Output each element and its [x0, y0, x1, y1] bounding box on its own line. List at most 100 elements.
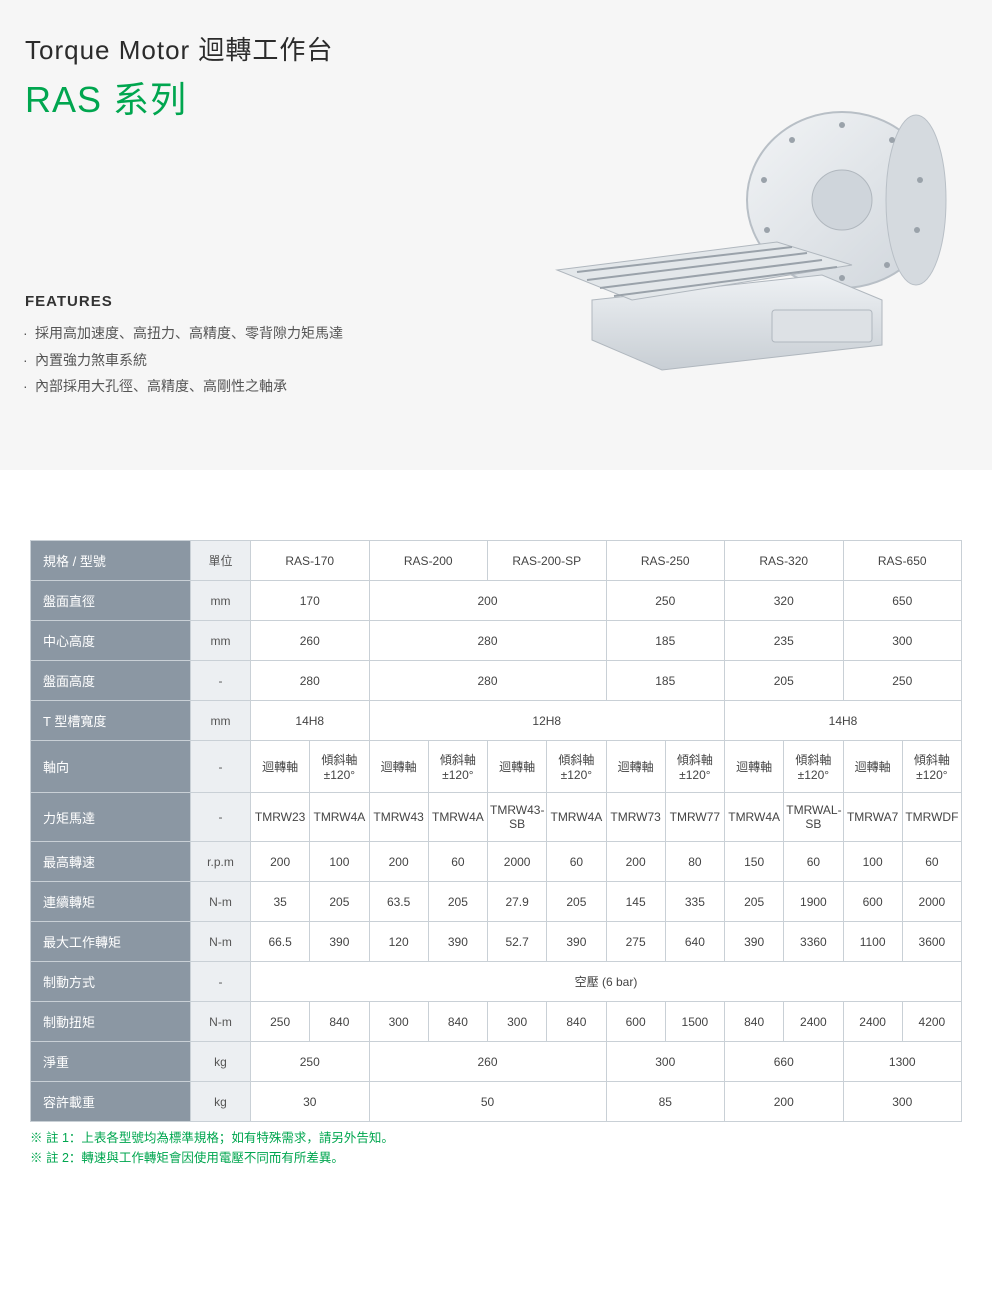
cell: 3600 — [902, 922, 961, 962]
cell: 迴轉軸 — [488, 741, 547, 793]
cell: 205 — [310, 882, 369, 922]
cell: 3360 — [784, 922, 843, 962]
cell: 300 — [843, 1082, 962, 1122]
row-label: 規格 / 型號 — [31, 541, 191, 581]
unit-label: mm — [191, 581, 251, 621]
table-row: 力矩馬達-TMRW23TMRW4ATMRW43TMRW4ATMRW43-SBTM… — [31, 793, 962, 842]
unit-label: r.p.m — [191, 842, 251, 882]
cell: 205 — [725, 661, 844, 701]
cell: 2400 — [843, 1002, 902, 1042]
row-label: 容許載重 — [31, 1082, 191, 1122]
hero-section: Torque Motor 迴轉工作台 RAS 系列 FEATURES 採用高加速… — [0, 0, 992, 470]
row-label: T 型槽寬度 — [31, 701, 191, 741]
cell: 傾斜軸±120° — [902, 741, 961, 793]
cell: 4200 — [902, 1002, 961, 1042]
table-row: 軸向-迴轉軸傾斜軸±120°迴轉軸傾斜軸±120°迴轉軸傾斜軸±120°迴轉軸傾… — [31, 741, 962, 793]
cell: 200 — [369, 581, 606, 621]
cell: 205 — [725, 882, 784, 922]
cell: 300 — [843, 621, 962, 661]
spec-table: 規格 / 型號單位RAS-170RAS-200RAS-200-SPRAS-250… — [30, 540, 962, 1122]
cell: 120 — [369, 922, 428, 962]
cell: 14H8 — [251, 701, 370, 741]
cell: 205 — [428, 882, 487, 922]
cell: 250 — [606, 581, 725, 621]
row-label: 盤面高度 — [31, 661, 191, 701]
cell: TMRW4A — [310, 793, 369, 842]
cell: 100 — [843, 842, 902, 882]
cell: 280 — [369, 621, 606, 661]
cell: 12H8 — [369, 701, 725, 741]
cell: 390 — [428, 922, 487, 962]
unit-label: - — [191, 741, 251, 793]
spec-table-section: 規格 / 型號單位RAS-170RAS-200RAS-200-SPRAS-250… — [0, 470, 992, 1178]
cell: 100 — [310, 842, 369, 882]
cell: 傾斜軸±120° — [310, 741, 369, 793]
cell: 14H8 — [725, 701, 962, 741]
cell: 185 — [606, 661, 725, 701]
unit-label: kg — [191, 1082, 251, 1122]
unit-label: - — [191, 661, 251, 701]
cell: 390 — [547, 922, 606, 962]
unit-label: mm — [191, 701, 251, 741]
cell: 145 — [606, 882, 665, 922]
unit-label: 單位 — [191, 541, 251, 581]
cell: 170 — [251, 581, 370, 621]
cell: 傾斜軸±120° — [665, 741, 724, 793]
unit-label: - — [191, 962, 251, 1002]
table-notes: ※ 註 1：上表各型號均為標準規格；如有特殊需求，請另外告知。 ※ 註 2：轉速… — [30, 1128, 962, 1168]
cell: 傾斜軸±120° — [784, 741, 843, 793]
row-label: 制動方式 — [31, 962, 191, 1002]
cell: 60 — [902, 842, 961, 882]
cell: 335 — [665, 882, 724, 922]
table-row: 最大工作轉矩N-m66.539012039052.739027564039033… — [31, 922, 962, 962]
cell: TMRW23 — [251, 793, 310, 842]
cell: 60 — [547, 842, 606, 882]
cell: 840 — [428, 1002, 487, 1042]
unit-label: - — [191, 793, 251, 842]
cell: 1500 — [665, 1002, 724, 1042]
cell: 280 — [251, 661, 370, 701]
table-row: 中心高度mm260280185235300 — [31, 621, 962, 661]
cell: 600 — [606, 1002, 665, 1042]
note-item: ※ 註 1：上表各型號均為標準規格；如有特殊需求，請另外告知。 — [30, 1128, 962, 1148]
row-label: 軸向 — [31, 741, 191, 793]
cell: TMRWA7 — [843, 793, 902, 842]
cell: 35 — [251, 882, 310, 922]
cell: 390 — [725, 922, 784, 962]
cell: 200 — [725, 1082, 844, 1122]
cell: 66.5 — [251, 922, 310, 962]
unit-label: N-m — [191, 922, 251, 962]
cell: 300 — [488, 1002, 547, 1042]
cell: 1100 — [843, 922, 902, 962]
cell: 300 — [606, 1042, 725, 1082]
cell: 650 — [843, 581, 962, 621]
cell: 迴轉軸 — [606, 741, 665, 793]
row-label: 最高轉速 — [31, 842, 191, 882]
cell: 250 — [251, 1002, 310, 1042]
cell: 30 — [251, 1082, 370, 1122]
table-header-row: 規格 / 型號單位RAS-170RAS-200RAS-200-SPRAS-250… — [31, 541, 962, 581]
cell: 50 — [369, 1082, 606, 1122]
row-label: 中心高度 — [31, 621, 191, 661]
table-row: 盤面高度-280280185205250 — [31, 661, 962, 701]
table-row: 制動扭矩N-m250840300840300840600150084024002… — [31, 1002, 962, 1042]
cell: 2000 — [488, 842, 547, 882]
note-item: ※ 註 2：轉速與工作轉矩會因使用電壓不同而有所差異。 — [30, 1148, 962, 1168]
unit-label: mm — [191, 621, 251, 661]
cell: 840 — [310, 1002, 369, 1042]
table-row: 連續轉矩N-m3520563.520527.920514533520519006… — [31, 882, 962, 922]
cell: 235 — [725, 621, 844, 661]
table-row: 最高轉速r.p.m2001002006020006020080150601006… — [31, 842, 962, 882]
cell: 250 — [843, 661, 962, 701]
cell: TMRW43 — [369, 793, 428, 842]
row-label: 最大工作轉矩 — [31, 922, 191, 962]
cell: RAS-320 — [725, 541, 844, 581]
cell: 260 — [369, 1042, 606, 1082]
row-label: 制動扭矩 — [31, 1002, 191, 1042]
cell: 320 — [725, 581, 844, 621]
unit-label: kg — [191, 1042, 251, 1082]
cell: 52.7 — [488, 922, 547, 962]
cell: 85 — [606, 1082, 725, 1122]
cell: 迴轉軸 — [369, 741, 428, 793]
cell: 1900 — [784, 882, 843, 922]
